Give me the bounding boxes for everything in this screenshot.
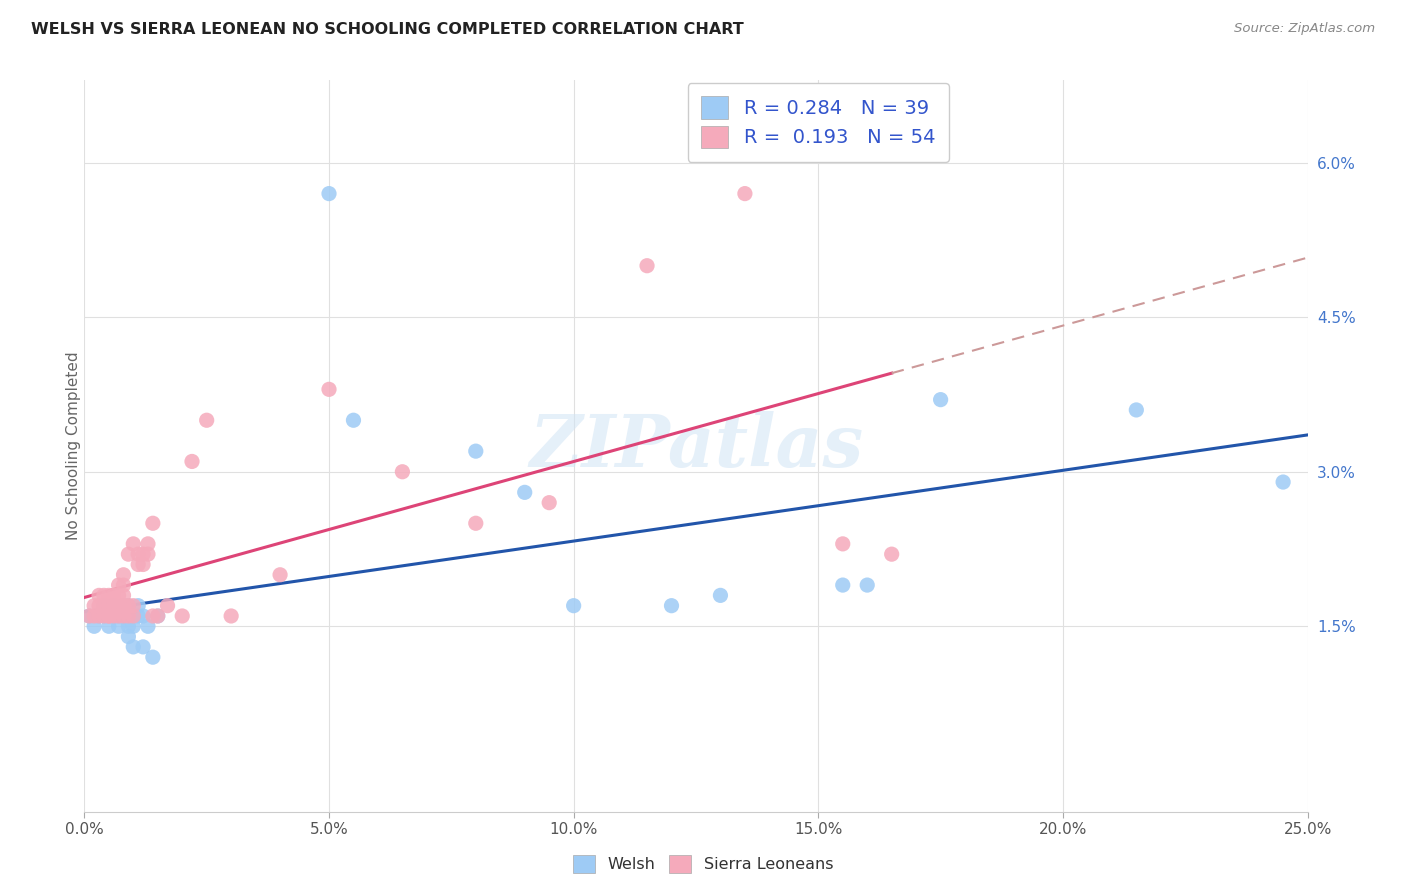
- Point: [107, 588, 129, 602]
- Point: [142, 650, 165, 665]
- Point: [127, 547, 149, 561]
- Point: [734, 186, 756, 201]
- Point: [136, 619, 159, 633]
- Point: [103, 599, 125, 613]
- Point: [132, 609, 155, 624]
- Point: [112, 599, 135, 613]
- Point: [93, 599, 115, 613]
- Point: [103, 609, 125, 624]
- Point: [709, 588, 731, 602]
- Point: [97, 619, 120, 633]
- Point: [83, 609, 105, 624]
- Point: [464, 444, 486, 458]
- Legend: R = 0.284   N = 39, R =  0.193   N = 54: R = 0.284 N = 39, R = 0.193 N = 54: [688, 83, 949, 161]
- Point: [103, 609, 125, 624]
- Point: [342, 413, 364, 427]
- Point: [122, 619, 145, 633]
- Point: [156, 599, 179, 613]
- Point: [219, 609, 242, 624]
- Point: [122, 640, 145, 654]
- Point: [661, 599, 683, 613]
- Point: [136, 547, 159, 561]
- Point: [87, 609, 110, 624]
- Point: [132, 640, 155, 654]
- Point: [856, 578, 879, 592]
- Point: [97, 588, 120, 602]
- Point: [132, 547, 155, 561]
- Text: WELSH VS SIERRA LEONEAN NO SCHOOLING COMPLETED CORRELATION CHART: WELSH VS SIERRA LEONEAN NO SCHOOLING COM…: [31, 22, 744, 37]
- Text: Source: ZipAtlas.com: Source: ZipAtlas.com: [1234, 22, 1375, 36]
- Point: [117, 547, 139, 561]
- Point: [117, 599, 139, 613]
- Point: [195, 413, 218, 427]
- Point: [122, 599, 145, 613]
- Point: [142, 609, 165, 624]
- Point: [318, 186, 340, 201]
- Point: [127, 558, 149, 572]
- Point: [103, 599, 125, 613]
- Point: [127, 599, 149, 613]
- Point: [269, 567, 291, 582]
- Point: [112, 588, 135, 602]
- Point: [87, 588, 110, 602]
- Point: [112, 609, 135, 624]
- Point: [391, 465, 413, 479]
- Point: [112, 599, 135, 613]
- Point: [181, 454, 204, 468]
- Point: [1125, 403, 1147, 417]
- Point: [77, 609, 100, 624]
- Point: [513, 485, 536, 500]
- Point: [146, 609, 169, 624]
- Point: [107, 609, 129, 624]
- Point: [107, 609, 129, 624]
- Point: [83, 619, 105, 633]
- Point: [117, 609, 139, 624]
- Point: [97, 609, 120, 624]
- Point: [112, 578, 135, 592]
- Point: [112, 567, 135, 582]
- Point: [117, 619, 139, 633]
- Point: [146, 609, 169, 624]
- Legend: Welsh, Sierra Leoneans: Welsh, Sierra Leoneans: [567, 848, 839, 880]
- Point: [831, 537, 853, 551]
- Point: [127, 609, 149, 624]
- Point: [1272, 475, 1295, 489]
- Point: [122, 609, 145, 624]
- Point: [83, 599, 105, 613]
- Point: [929, 392, 952, 407]
- Text: ZIPatlas: ZIPatlas: [529, 410, 863, 482]
- Y-axis label: No Schooling Completed: No Schooling Completed: [66, 351, 80, 541]
- Point: [636, 259, 658, 273]
- Point: [318, 382, 340, 396]
- Point: [122, 609, 145, 624]
- Point: [142, 516, 165, 531]
- Point: [107, 599, 129, 613]
- Point: [112, 609, 135, 624]
- Point: [122, 537, 145, 551]
- Point: [107, 619, 129, 633]
- Point: [107, 578, 129, 592]
- Point: [880, 547, 903, 561]
- Point: [136, 537, 159, 551]
- Point: [93, 599, 115, 613]
- Point: [97, 609, 120, 624]
- Point: [117, 599, 139, 613]
- Point: [117, 609, 139, 624]
- Point: [132, 558, 155, 572]
- Point: [97, 609, 120, 624]
- Point: [77, 609, 100, 624]
- Point: [117, 630, 139, 644]
- Point: [562, 599, 585, 613]
- Point: [93, 609, 115, 624]
- Point: [464, 516, 486, 531]
- Point: [103, 588, 125, 602]
- Point: [87, 609, 110, 624]
- Point: [97, 599, 120, 613]
- Point: [831, 578, 853, 592]
- Point: [87, 599, 110, 613]
- Point: [538, 496, 561, 510]
- Point: [93, 609, 115, 624]
- Point: [172, 609, 194, 624]
- Point: [93, 588, 115, 602]
